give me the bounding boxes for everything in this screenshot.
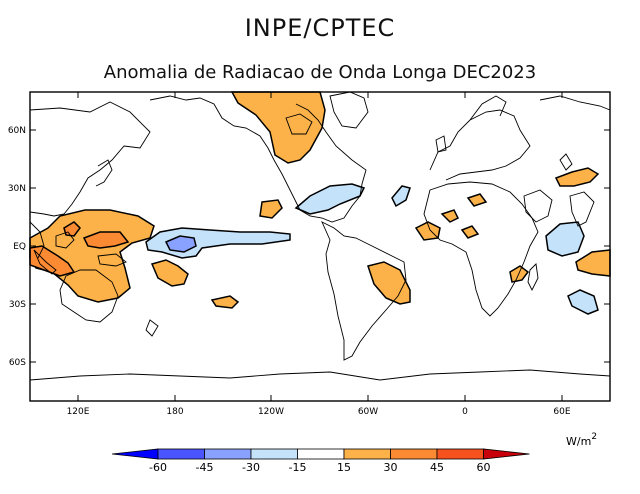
anomaly-positive-west-africa <box>414 221 441 241</box>
colorbar-segment <box>297 448 345 460</box>
anomaly-positive-gulf-guinea <box>460 225 480 239</box>
coastline-sumatra <box>33 249 57 275</box>
colorbar-tick-label: -30 <box>242 461 260 474</box>
coastline-arabia <box>523 189 553 223</box>
colorbar-tick-label: -15 <box>289 461 307 474</box>
anomaly-negative-south-indian <box>567 289 599 315</box>
colorbar-tick-label: -45 <box>196 461 214 474</box>
lon-label-0: 0 <box>462 407 468 417</box>
coastline-africa <box>423 181 539 317</box>
anomaly-contours <box>29 91 611 315</box>
colorbar-arrow-high <box>483 448 530 460</box>
colorbar-segment <box>157 448 205 460</box>
anomaly-positive-west-pacific-core <box>29 245 76 277</box>
lat-label-30s: 30S <box>9 300 26 310</box>
lat-label-60n: 60N <box>8 126 26 136</box>
lat-label-60s: 60S <box>9 358 26 368</box>
coastline-borneo <box>55 231 75 249</box>
colorbar-segment <box>390 448 438 460</box>
colorbar-tick-label: 30 <box>384 461 398 474</box>
anomaly-negative-caribbean <box>294 183 366 215</box>
coastline-australia <box>59 269 119 323</box>
lon-label-120w: 120W <box>258 407 284 417</box>
lon-ticks <box>77 92 563 401</box>
colorbar-tick-label: 15 <box>337 461 351 474</box>
coastline-hudson-bay <box>285 113 313 135</box>
coastline-north-asia <box>539 95 611 111</box>
lon-label-120e: 120E <box>67 407 90 417</box>
coastline-east-asia <box>29 101 151 217</box>
lat-label-eq: EQ <box>13 242 26 252</box>
coastline-madagascar <box>527 263 539 292</box>
anomaly-positive-south-pacific <box>210 295 240 309</box>
lat-ticks <box>30 129 610 363</box>
colorbar-segment <box>204 448 252 460</box>
lon-label-60w: 60W <box>358 407 378 417</box>
coastline-japan <box>95 159 113 187</box>
coastline-uk <box>435 135 447 153</box>
colorbar-segment <box>436 448 484 460</box>
coastline-antarctica <box>29 369 611 381</box>
colorbar-segment <box>250 448 298 460</box>
coastline-caspian <box>559 153 573 171</box>
coastline-indochina <box>29 221 45 259</box>
coastline-scandinavia <box>469 95 507 121</box>
coastline-greenland <box>329 91 369 129</box>
anomaly-positive-central-pacific <box>150 259 189 287</box>
page-title: INPE/CPTEC <box>244 14 396 42</box>
coastline-south-america <box>321 221 407 361</box>
colorbar-units: W/m2 <box>566 432 597 448</box>
colorbar-tick-label: -60 <box>149 461 167 474</box>
anomaly-positive-north-africa <box>466 193 488 207</box>
colorbar-arrow-low <box>111 448 159 460</box>
coastline-north-america <box>149 95 367 223</box>
anomaly-negative-east-africa <box>545 221 585 257</box>
anomaly-negative-equatorial-core <box>164 235 197 253</box>
lat-label-30n: 30N <box>8 184 26 194</box>
anomaly-positive-sahel <box>440 209 460 223</box>
lon-label-180: 180 <box>166 407 183 417</box>
anomaly-positive-north-atlantic <box>230 91 326 164</box>
anomaly-positive-maritime-core <box>82 231 130 249</box>
colorbar-tick-label: 60 <box>477 461 491 474</box>
coastline-europe <box>429 109 531 181</box>
colorbar-tick-label: 45 <box>430 461 444 474</box>
coastline-new-zealand <box>145 319 159 337</box>
anomaly-positive-east-pacific <box>259 199 283 219</box>
colorbar: -60 -45 -30 -15 15 30 45 60 <box>111 448 530 474</box>
anomaly-negative-atlantic-small <box>391 185 411 208</box>
coastline-india <box>569 191 595 227</box>
anomaly-positive-south-america <box>367 261 411 305</box>
anomaly-positive-indian-ocean <box>575 249 611 277</box>
coastline-new-guinea <box>97 253 127 267</box>
anomaly-positive-arabia <box>554 167 600 187</box>
coastlines <box>29 91 611 381</box>
colorbar-segment <box>343 448 391 460</box>
map-subtitle: Anomalia de Radiacao de Onda Longa DEC20… <box>103 62 537 83</box>
lon-label-60e: 60E <box>553 407 570 417</box>
